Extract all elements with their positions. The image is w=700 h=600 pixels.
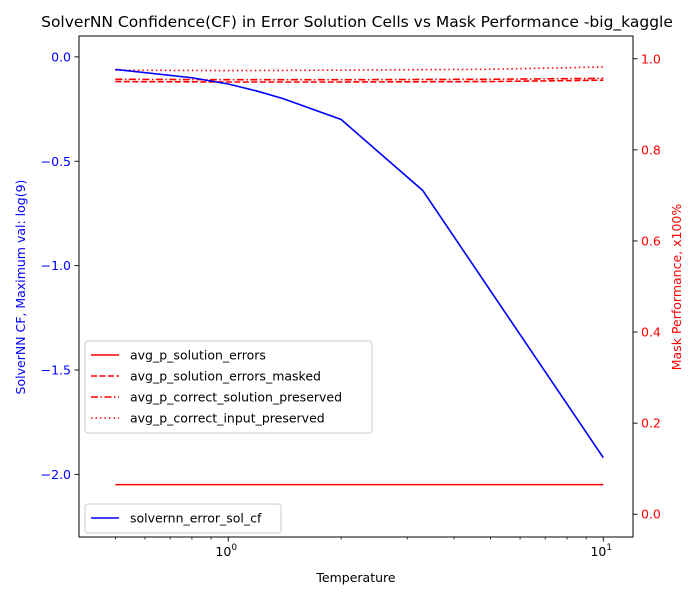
plot-area bbox=[78, 35, 634, 538]
right-y-tick-label: 0.8 bbox=[641, 142, 661, 157]
left-y-tick-label: −2.0 bbox=[41, 467, 71, 482]
legend-frame bbox=[84, 340, 373, 434]
series-line-solvernn-error-sol-cf bbox=[115, 68, 604, 459]
legend-label-avg-p-correct-solution-preserved: avg_p_correct_solution_preserved bbox=[130, 390, 342, 405]
left-y-tick-label: −1.0 bbox=[41, 258, 71, 273]
right-y-axis-label: Mask Performance, x100% bbox=[669, 204, 684, 371]
series-line-avg-p-solution-errors-masked bbox=[115, 79, 604, 83]
right-y-tick-label: 0.4 bbox=[641, 325, 661, 340]
legend-label-avg-p-solution-errors-masked: avg_p_solution_errors_masked bbox=[130, 369, 321, 384]
legend-label-solvernn-error-sol-cf: solvernn_error_sol_cf bbox=[130, 511, 262, 526]
right-y-tick-label: 0.0 bbox=[641, 507, 661, 522]
right-y-axis-ticks: 0.0 0.2 0.4 0.6 0.8 1.0 bbox=[633, 51, 661, 522]
series-line-avg-p-correct-input-preserved bbox=[115, 66, 604, 72]
series-line-avg-p-correct-solution-preserved bbox=[115, 77, 604, 81]
legend-label-avg-p-solution-errors: avg_p_solution_errors bbox=[130, 348, 266, 363]
left-y-tick-label: −0.5 bbox=[41, 154, 71, 169]
series-layer bbox=[115, 66, 604, 486]
chart-title: SolverNN Confidence(CF) in Error Solutio… bbox=[41, 13, 673, 32]
x-axis-ticks: 100 101 bbox=[114, 537, 612, 559]
legend-mask-performance: avg_p_solution_errors avg_p_solution_erro… bbox=[84, 340, 373, 434]
left-y-tick-label: 0.0 bbox=[51, 49, 71, 64]
x-tick-label: 101 bbox=[590, 543, 612, 559]
legend-frame bbox=[84, 503, 282, 534]
left-y-axis-ticks: 0.0 −0.5 −1.0 −1.5 −2.0 bbox=[41, 49, 79, 482]
right-y-tick-label: 0.6 bbox=[641, 233, 661, 248]
right-y-tick-label: 0.2 bbox=[641, 416, 661, 431]
x-axis-label: Temperature bbox=[315, 570, 395, 585]
left-y-axis-label: SolverNN CF, Maximum val: log(9) bbox=[13, 180, 28, 395]
x-tick-label: 100 bbox=[215, 543, 237, 559]
legend-solvernn-cf: solvernn_error_sol_cf bbox=[84, 503, 282, 534]
left-y-tick-label: −1.5 bbox=[41, 363, 71, 378]
right-y-tick-label: 1.0 bbox=[641, 51, 661, 66]
legend-label-avg-p-correct-input-preserved: avg_p_correct_input_preserved bbox=[130, 411, 325, 426]
